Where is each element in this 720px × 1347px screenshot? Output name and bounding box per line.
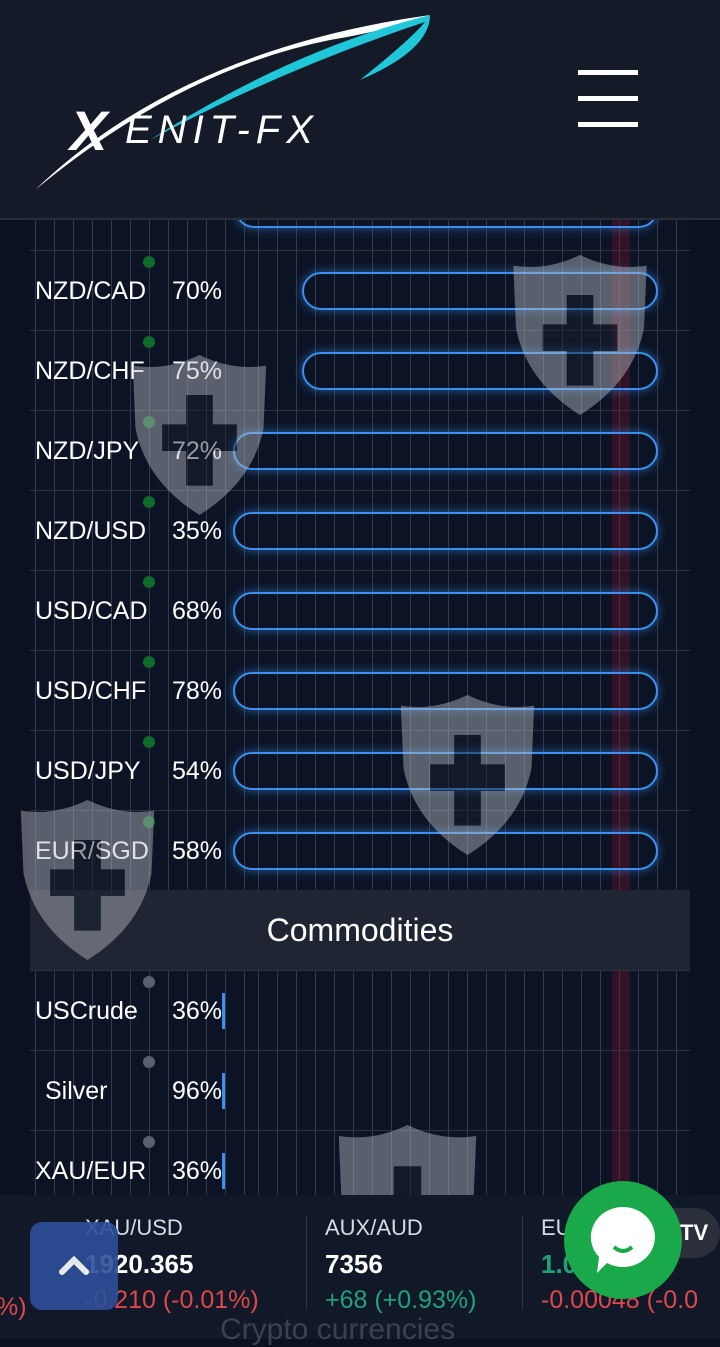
crypto-section-title: Crypto currencies bbox=[220, 1313, 456, 1346]
status-dot bbox=[143, 416, 155, 428]
percent-label: 54% bbox=[172, 757, 223, 785]
sentiment-bar bbox=[233, 592, 658, 630]
table-row: NZD/CHF 75% bbox=[30, 330, 690, 410]
ticker-price: 7356 bbox=[325, 1249, 383, 1279]
table-row: USCrude 36% bbox=[30, 970, 690, 1050]
sentiment-bar bbox=[233, 832, 658, 870]
symbol-label: USD/JPY bbox=[35, 757, 141, 785]
symbol-label: NZD/CAD bbox=[35, 277, 147, 305]
sentiment-bar bbox=[233, 752, 658, 790]
percent-label: 35% bbox=[172, 517, 223, 545]
svg-text:ENIT-FX: ENIT-FX bbox=[125, 108, 319, 152]
table-row: EUR/SGD 58% bbox=[30, 810, 690, 890]
table-row: NZD/CAD 70% bbox=[30, 250, 690, 330]
sentiment-bar bbox=[302, 352, 658, 390]
table-row: USD/CHF 78% bbox=[30, 650, 690, 730]
status-dot bbox=[143, 1136, 155, 1148]
table-row: NZD/USD 35% bbox=[30, 490, 690, 570]
table-row: Silver 96% bbox=[30, 1050, 690, 1130]
scroll-to-top-button[interactable] bbox=[30, 1222, 118, 1310]
ticker-item[interactable]: AUX/AUD 7356 +68 (+0.93%) bbox=[325, 1215, 477, 1315]
status-dot bbox=[143, 336, 155, 348]
percent-label: 75% bbox=[172, 357, 223, 385]
symbol-label: USCrude bbox=[35, 997, 138, 1025]
percent-label: 70% bbox=[172, 277, 223, 305]
symbol-label: Silver bbox=[45, 1077, 108, 1105]
symbol-label: NZD/CHF bbox=[35, 357, 145, 385]
symbol-label: XAU/EUR bbox=[35, 1157, 147, 1185]
status-dot bbox=[143, 1056, 155, 1068]
percent-label: 78% bbox=[172, 677, 223, 705]
status-dot bbox=[143, 656, 155, 668]
xenit-fx-logo[interactable]: X ENIT-FX bbox=[30, 10, 430, 200]
symbol-label: USD/CAD bbox=[35, 597, 148, 625]
percent-label: 68% bbox=[172, 597, 223, 625]
sentiment-table: NZD/CAD 70% NZD/CHF 75% NZD/JPY 72% NZD/… bbox=[30, 190, 690, 1195]
commodities-header: Commodities bbox=[30, 890, 690, 970]
status-dot bbox=[143, 256, 155, 268]
sentiment-bar bbox=[222, 1073, 225, 1109]
percent-label: 36% bbox=[172, 1157, 223, 1185]
percent-label: 58% bbox=[172, 837, 223, 865]
symbol-label: NZD/USD bbox=[35, 517, 147, 545]
status-dot bbox=[143, 576, 155, 588]
ticker-name: AUX/AUD bbox=[325, 1215, 423, 1240]
chat-bubble-icon bbox=[590, 1206, 655, 1273]
svg-text:X: X bbox=[67, 99, 111, 162]
symbol-label: USD/CHF bbox=[35, 677, 147, 705]
site-header: X ENIT-FX bbox=[0, 0, 720, 220]
divider bbox=[306, 1215, 307, 1310]
table-row: NZD/JPY 72% bbox=[30, 410, 690, 490]
symbol-label: NZD/JPY bbox=[35, 437, 140, 465]
sentiment-bar bbox=[233, 432, 658, 470]
percent-label: 72% bbox=[172, 437, 223, 465]
chat-button[interactable] bbox=[564, 1181, 682, 1299]
sentiment-bar bbox=[233, 672, 658, 710]
divider bbox=[522, 1215, 523, 1310]
percent-label: 96% bbox=[172, 1077, 223, 1105]
table-row: USD/CAD 68% bbox=[30, 570, 690, 650]
table-row: USD/JPY 54% bbox=[30, 730, 690, 810]
ticker-change: +68 (+0.93%) bbox=[325, 1286, 477, 1314]
hamburger-menu-button[interactable] bbox=[578, 70, 638, 128]
sentiment-bar bbox=[222, 993, 225, 1029]
sentiment-bar bbox=[302, 272, 658, 310]
symbol-label: EUR/SGD bbox=[35, 837, 149, 865]
sentiment-bar bbox=[222, 1153, 225, 1189]
status-dot bbox=[143, 976, 155, 988]
ticker-fragment: %) bbox=[0, 1293, 27, 1321]
chevron-up-icon bbox=[59, 1255, 89, 1275]
status-dot bbox=[143, 736, 155, 748]
sentiment-bar bbox=[233, 512, 658, 550]
percent-label: 36% bbox=[172, 997, 223, 1025]
